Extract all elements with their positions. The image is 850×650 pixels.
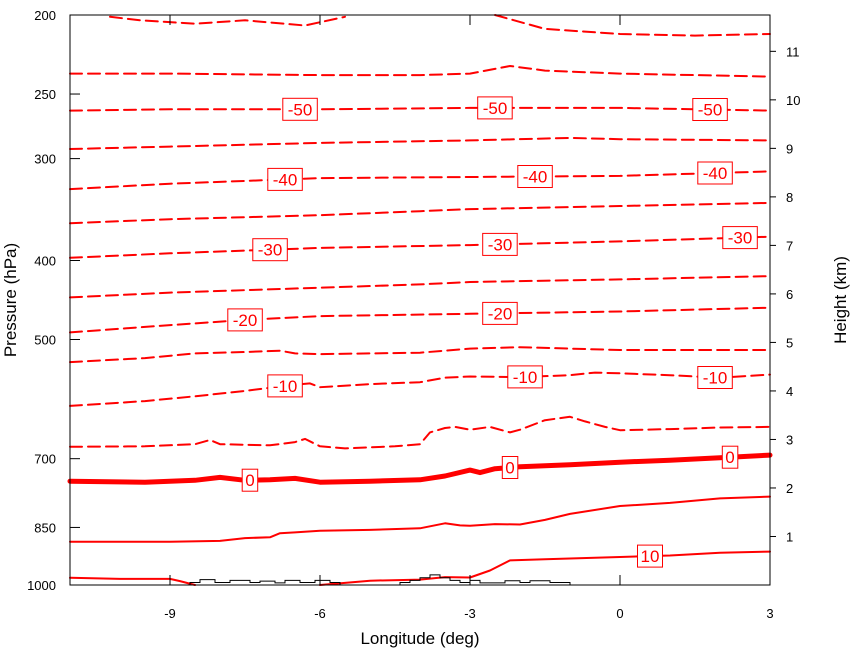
contour-label: -20 [488,304,513,323]
y-tick-label: 200 [34,8,56,23]
contour-label-box [482,301,518,325]
contour-line--60 [494,14,771,37]
contour-label-box [282,97,318,121]
contour-line--55 [69,65,771,78]
contour-label-box [252,238,288,262]
contour-line--15 [69,346,771,364]
height-tick-label: 11 [786,44,800,59]
contour-label-box [637,544,663,568]
contour-label: -50 [698,101,723,120]
y-axis-title: Pressure (hPa) [1,243,20,357]
x-axis-title: Longitude (deg) [360,629,479,648]
contour-label: -40 [523,168,548,187]
contour-line--30 [69,235,771,259]
contour-label: -10 [273,377,298,396]
contour-label: -50 [483,99,508,118]
contour-label-box [501,456,519,479]
x-tick-label: -9 [164,606,176,621]
contour-label: -10 [703,369,728,388]
height-tick-label: 2 [786,481,793,496]
y-tick-label: 400 [34,253,56,268]
y-tick-label: 500 [34,333,56,348]
contour-layer [67,14,773,586]
contour-label-box [477,96,513,120]
contour-label-box [241,468,259,492]
y-tick-label: 850 [34,520,56,535]
contour-label: -40 [273,170,298,189]
height-tick-label: 5 [786,335,793,350]
x-axis: -9 -6 -3 0 3 [164,15,774,621]
contour-label: -30 [258,241,283,260]
contour-line-0 [67,452,773,485]
height-tick-label: 9 [786,141,793,156]
contour-label-box [697,161,733,185]
y-tick-label: 700 [34,452,56,467]
contour-label-box [697,366,733,389]
contour-line--35 [69,201,771,225]
contour-label-box [227,308,263,332]
contour-label-box [692,98,728,121]
contour-line--10 [69,371,771,407]
contour-label: -20 [233,311,258,330]
y-tick-label: 300 [34,152,56,167]
y-tick-label: 1000 [27,578,56,593]
height-tick-label: 10 [786,93,800,108]
y-axis-height: 1 2 3 4 5 6 7 8 9 10 11 [770,44,800,544]
y-axis-pressure: 200 250 300 400 500 700 850 1000 [27,8,80,593]
contour-label-box [507,365,543,389]
contour-line--5 [69,415,771,450]
contour-line--60 [109,15,346,27]
contour-label-box [482,232,518,256]
contour-line--45 [69,136,771,150]
contour-label: -30 [728,229,753,248]
plot-frame [69,14,771,586]
contour-label: -10 [513,368,538,387]
contour-label-layer: -50 -50 -50 -40 -40 -40 -30 -30 -30 -20 -20 -10 -10 -… [227,96,758,568]
x-tick-label: 0 [616,606,623,621]
contour-line--50 [69,106,771,112]
contour-label-box [267,374,303,398]
contour-line--40 [69,170,771,191]
height-tick-label: 7 [786,238,793,253]
height-tick-label: 6 [786,287,793,302]
contour-label: -30 [488,235,513,254]
y-axis-right-title: Height (km) [831,256,850,344]
contour-line--20 [69,306,771,334]
terrain-outline [170,574,571,586]
height-tick-label: 3 [786,432,793,447]
contour-label-box [721,445,739,469]
x-tick-label: -3 [464,606,476,621]
height-tick-label: 8 [786,190,793,205]
contour-line--25 [69,275,771,299]
contour-label: -50 [288,100,313,119]
contour-label: 0 [505,459,514,478]
contour-label-box [267,167,303,191]
contour-label: 10 [641,547,660,566]
height-tick-label: 1 [786,529,793,544]
x-tick-label: -6 [314,606,326,621]
y-tick-label: 250 [34,87,56,102]
height-tick-label: 4 [786,384,793,399]
contour-label-box [722,226,758,250]
contour-label: 0 [725,448,734,467]
x-tick-label: 3 [766,606,773,621]
contour-line-5 [69,495,771,543]
contour-label-box [517,165,553,188]
contour-label: 0 [245,471,254,490]
contour-label: -40 [703,164,728,183]
terrain-layer [170,574,571,586]
